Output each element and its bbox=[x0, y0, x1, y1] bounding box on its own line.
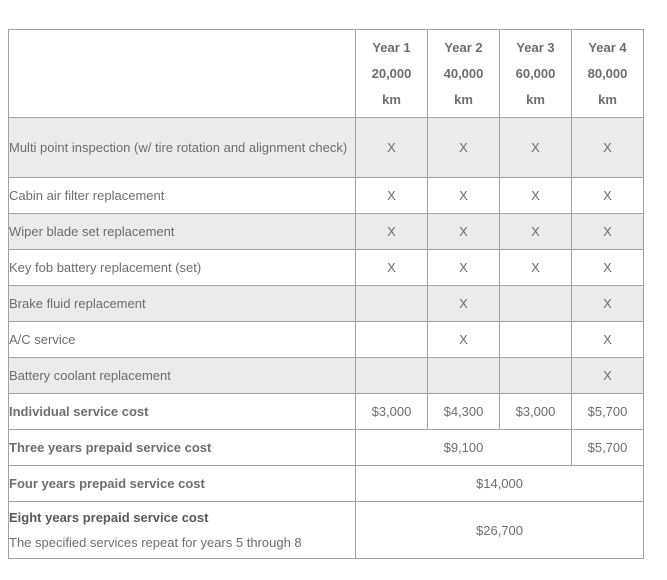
service-label: Multi point inspection (w/ tire rotation… bbox=[8, 117, 356, 178]
service-mark-cell: X bbox=[571, 177, 644, 214]
four-years-prepaid-cost-row: Four years prepaid service cost $14,000 bbox=[8, 465, 644, 502]
cost-row-label: Three years prepaid service cost bbox=[8, 429, 356, 466]
service-mark-cell: X bbox=[571, 117, 644, 178]
service-label: Key fob battery replacement (set) bbox=[8, 249, 356, 286]
column-header-year1: Year 1 20,000 km bbox=[355, 29, 428, 118]
unit-label: km bbox=[526, 91, 545, 107]
service-mark-cell bbox=[499, 321, 572, 358]
column-header-year3: Year 3 60,000 km bbox=[499, 29, 572, 118]
header-corner-cell bbox=[8, 29, 356, 118]
distance-label: 40,000 bbox=[443, 65, 484, 81]
service-label: Cabin air filter replacement bbox=[8, 177, 356, 214]
service-mark-cell: X bbox=[499, 117, 572, 178]
column-header-year4: Year 4 80,000 km bbox=[571, 29, 644, 118]
service-label: A/C service bbox=[8, 321, 356, 358]
service-mark-cell: X bbox=[571, 321, 644, 358]
service-row-key-fob-battery: Key fob battery replacement (set) X X X … bbox=[8, 249, 644, 286]
service-row-multi-point-inspection: Multi point inspection (w/ tire rotation… bbox=[8, 117, 644, 178]
table-header-row: Year 1 20,000 km Year 2 40,000 km Year 3… bbox=[8, 29, 644, 118]
service-mark-cell: X bbox=[355, 249, 428, 286]
year-label: Year 3 bbox=[516, 39, 555, 55]
distance-label: 20,000 bbox=[371, 65, 412, 81]
three-years-prepaid-cost-row: Three years prepaid service cost $9,100 … bbox=[8, 429, 644, 466]
maintenance-schedule-table: Year 1 20,000 km Year 2 40,000 km Year 3… bbox=[8, 29, 644, 559]
service-mark-cell bbox=[499, 285, 572, 322]
cost-value-year2: $4,300 bbox=[427, 393, 500, 430]
cost-row-note: The specified services repeat for years … bbox=[9, 535, 302, 550]
cost-row-label: Four years prepaid service cost bbox=[8, 465, 356, 502]
cost-value-years1-4: $26,700 bbox=[355, 501, 644, 559]
cost-value-years1-4: $14,000 bbox=[355, 465, 644, 502]
service-mark-cell: X bbox=[355, 177, 428, 214]
service-mark-cell bbox=[355, 285, 428, 322]
service-mark-cell bbox=[355, 321, 428, 358]
cost-value-years1-3: $9,100 bbox=[355, 429, 572, 466]
service-mark-cell: X bbox=[355, 213, 428, 250]
service-label: Battery coolant replacement bbox=[8, 357, 356, 394]
service-mark-cell: X bbox=[571, 249, 644, 286]
service-mark-cell: X bbox=[499, 213, 572, 250]
unit-label: km bbox=[454, 91, 473, 107]
cost-row-label: Eight years prepaid service cost The spe… bbox=[8, 501, 356, 559]
year-label: Year 2 bbox=[444, 39, 483, 55]
service-mark-cell: X bbox=[427, 249, 500, 286]
service-mark-cell: X bbox=[427, 117, 500, 178]
eight-years-prepaid-cost-row: Eight years prepaid service cost The spe… bbox=[8, 501, 644, 559]
individual-service-cost-row: Individual service cost $3,000 $4,300 $3… bbox=[8, 393, 644, 430]
service-mark-cell bbox=[427, 357, 500, 394]
year-label: Year 1 bbox=[372, 39, 411, 55]
service-row-wiper-blade: Wiper blade set replacement X X X X bbox=[8, 213, 644, 250]
service-label: Brake fluid replacement bbox=[8, 285, 356, 322]
unit-label: km bbox=[598, 91, 617, 107]
cost-value-year1: $3,000 bbox=[355, 393, 428, 430]
distance-label: 80,000 bbox=[587, 65, 628, 81]
cost-value-year3: $3,000 bbox=[499, 393, 572, 430]
service-mark-cell: X bbox=[427, 285, 500, 322]
service-mark-cell: X bbox=[571, 213, 644, 250]
service-mark-cell: X bbox=[571, 357, 644, 394]
year-label: Year 4 bbox=[588, 39, 627, 55]
service-mark-cell: X bbox=[499, 177, 572, 214]
service-row-battery-coolant: Battery coolant replacement X bbox=[8, 357, 644, 394]
service-row-ac-service: A/C service X X bbox=[8, 321, 644, 358]
service-mark-cell bbox=[499, 357, 572, 394]
service-row-cabin-air-filter: Cabin air filter replacement X X X X bbox=[8, 177, 644, 214]
service-row-brake-fluid: Brake fluid replacement X X bbox=[8, 285, 644, 322]
service-mark-cell: X bbox=[427, 213, 500, 250]
distance-label: 60,000 bbox=[515, 65, 556, 81]
service-mark-cell: X bbox=[427, 321, 500, 358]
unit-label: km bbox=[382, 91, 401, 107]
column-header-year2: Year 2 40,000 km bbox=[427, 29, 500, 118]
cost-row-title: Eight years prepaid service cost bbox=[9, 510, 209, 525]
service-mark-cell bbox=[355, 357, 428, 394]
service-mark-cell: X bbox=[499, 249, 572, 286]
service-mark-cell: X bbox=[355, 117, 428, 178]
cost-row-label: Individual service cost bbox=[8, 393, 356, 430]
cost-value-year4: $5,700 bbox=[571, 429, 644, 466]
service-label: Wiper blade set replacement bbox=[8, 213, 356, 250]
service-mark-cell: X bbox=[571, 285, 644, 322]
cost-value-year4: $5,700 bbox=[571, 393, 644, 430]
service-mark-cell: X bbox=[427, 177, 500, 214]
